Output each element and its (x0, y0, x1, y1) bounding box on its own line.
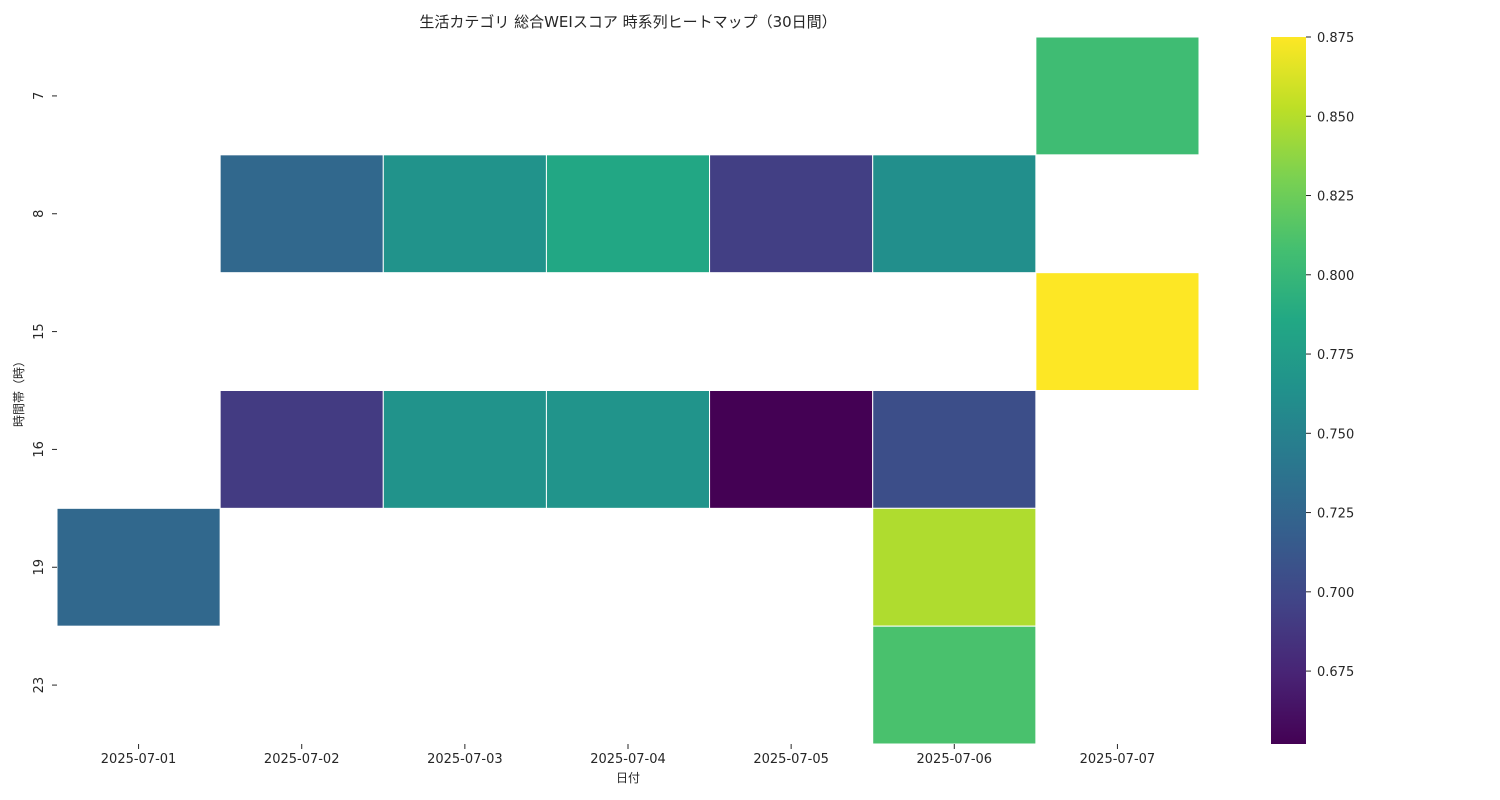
heatmap-cell-16-2025-07-05 (709, 390, 874, 509)
colorbar-tick-label: 0.775 (1317, 348, 1354, 363)
y-tick-label: 8 (32, 210, 47, 218)
heatmap-cell-8-2025-07-06 (872, 154, 1037, 274)
x-tick-label: 2025-07-03 (427, 752, 503, 767)
heatmap-cell-16-2025-07-03 (382, 390, 547, 509)
colorbar-tick-label: 0.725 (1317, 507, 1354, 522)
x-tick-label: 2025-07-01 (101, 752, 177, 767)
colorbar-tick-label: 0.675 (1317, 665, 1354, 680)
heatmap-cell-23-2025-07-06 (872, 625, 1037, 745)
x-tick-label: 2025-07-07 (1080, 752, 1156, 767)
heatmap-cells (56, 36, 1200, 745)
colorbar-tick-label: 0.800 (1317, 269, 1354, 284)
heatmap-cell-8-2025-07-03 (382, 154, 547, 274)
heatmap-cell-8-2025-07-05 (709, 154, 874, 274)
heatmap-cell-19-2025-07-06 (872, 507, 1037, 627)
y-tick-label: 16 (32, 441, 47, 458)
heatmap-cell-16-2025-07-04 (545, 390, 711, 509)
y-tick-label: 7 (32, 92, 47, 100)
heatmap-cell-8-2025-07-02 (219, 154, 384, 274)
x-axis-ticks: 2025-07-01 2025-07-02 2025-07-03 2025-07-04… (101, 744, 1155, 767)
heatmap-cell-8-2025-07-04 (545, 154, 711, 274)
x-tick-label: 2025-07-06 (917, 752, 993, 767)
heatmap-cell-19-2025-07-01 (56, 507, 221, 627)
y-tick-label: 19 (32, 559, 47, 576)
heatmap-cell-15-2025-07-07 (1035, 272, 1200, 391)
x-tick-label: 2025-07-05 (753, 752, 829, 767)
y-axis-ticks: 7 8 15 16 19 23 (32, 92, 57, 694)
colorbar (1271, 37, 1306, 744)
colorbar-tick-label: 0.875 (1317, 31, 1354, 46)
chart-title: 生活カテゴリ 総合WEIスコア 時系列ヒートマップ（30日間） (419, 13, 836, 31)
x-axis-label: 日付 (616, 771, 640, 785)
colorbar-ticks: 0.675 0.700 0.725 0.750 0.775 0.800 0.825 0.850… (1306, 31, 1354, 680)
x-tick-label: 2025-07-04 (590, 752, 666, 767)
y-tick-label: 23 (32, 677, 47, 694)
colorbar-tick-label: 0.750 (1317, 427, 1354, 442)
heatmap-cell-16-2025-07-06 (872, 390, 1037, 509)
colorbar-tick-label: 0.825 (1317, 190, 1354, 205)
y-tick-label: 15 (32, 323, 47, 340)
heatmap-cell-16-2025-07-02 (219, 390, 384, 509)
colorbar-tick-label: 0.700 (1317, 586, 1354, 601)
colorbar-tick-label: 0.850 (1317, 110, 1354, 125)
y-axis-label: 時間帯（時） (12, 355, 26, 427)
x-tick-label: 2025-07-02 (264, 752, 340, 767)
heatmap-cell-7-2025-07-07 (1035, 36, 1200, 156)
